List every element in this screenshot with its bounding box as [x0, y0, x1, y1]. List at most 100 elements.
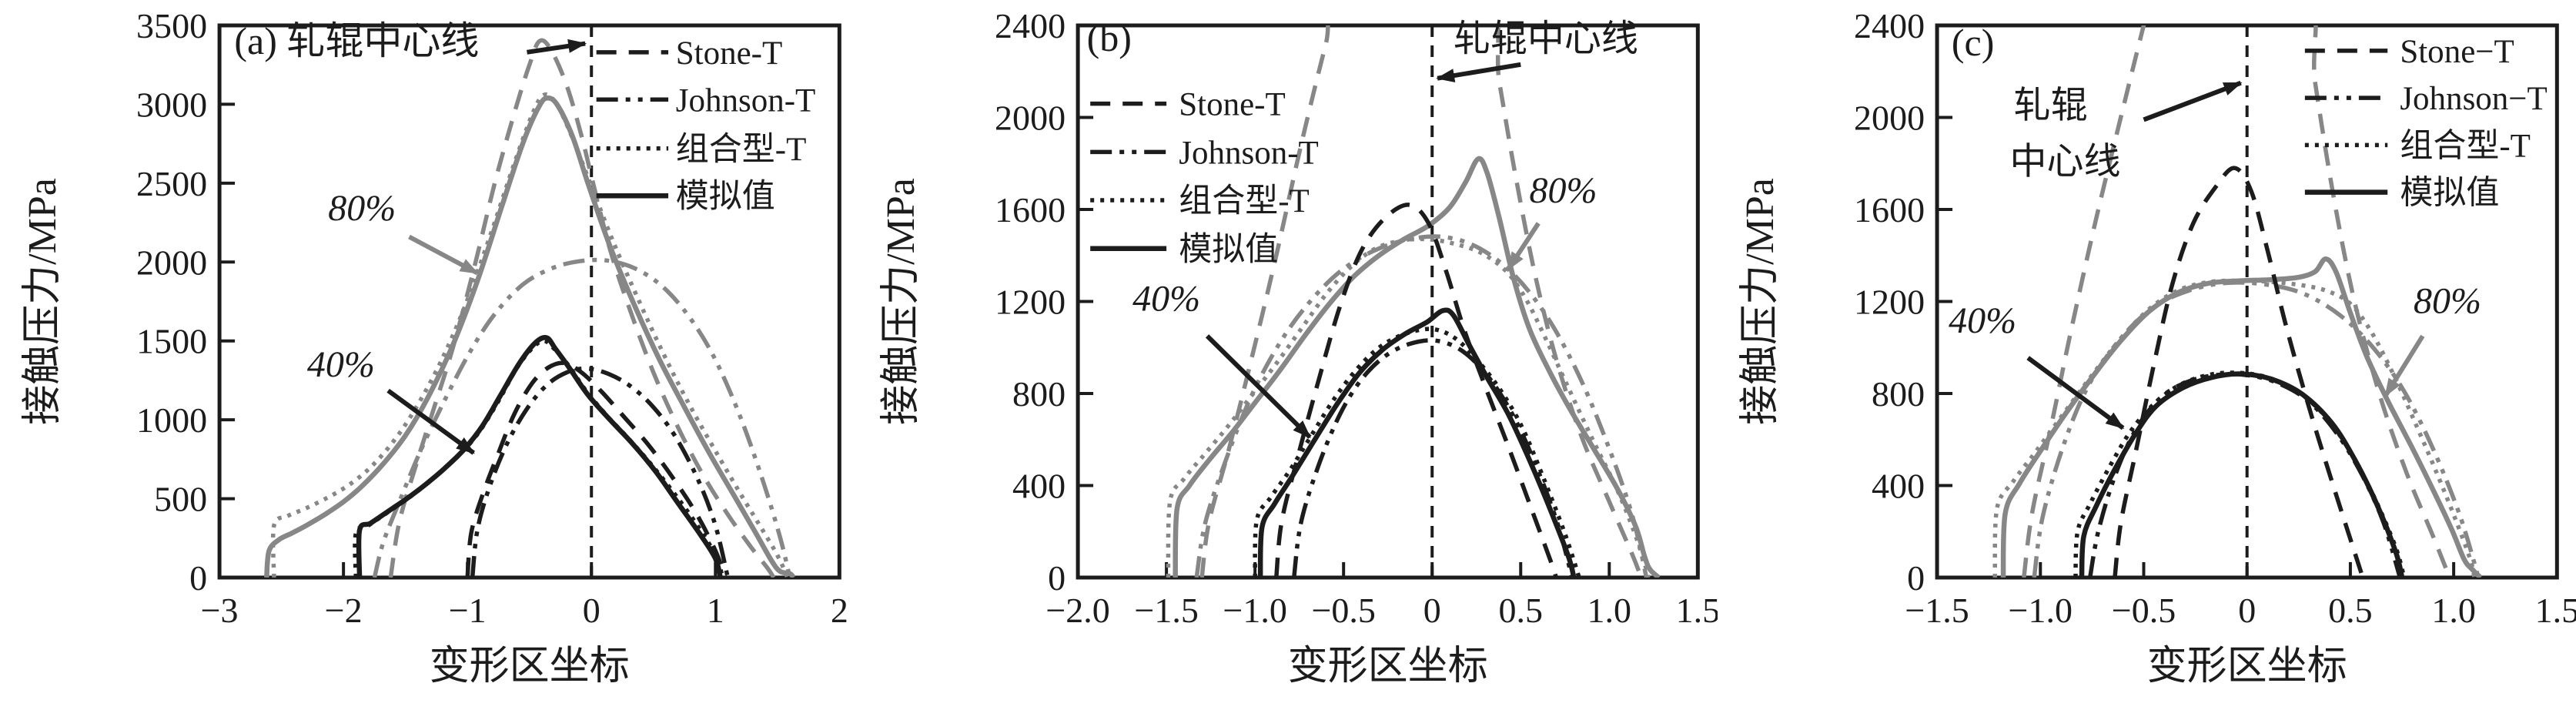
x-tick-label: −1.0 [2008, 591, 2072, 630]
legend-label: Stone-T [1179, 87, 1286, 123]
y-tick-label: 1600 [995, 190, 1066, 229]
pct-40-arrow [386, 388, 475, 455]
series-stone40 [465, 360, 728, 578]
plot-box [217, 23, 841, 580]
panel-b-chart: 0 400 800 1200 1600 2000 2400 −2.0 −1.5 −1.0 −0.5 0… [879, 6, 1718, 688]
y-tick-label: 500 [154, 480, 207, 519]
x-tick-label: −1.0 [1223, 591, 1287, 630]
x-tick-label: −0.5 [2111, 591, 2175, 630]
x-tick-label: −2.0 [1046, 591, 1110, 630]
x-tick-label: 1.5 [2534, 591, 2576, 630]
panel-a-chart: 0 500 1000 1500 2000 2500 3000 3500 −3 −2 −1 0 1 2 变形区… [21, 6, 848, 688]
legend-label: 模拟值 [2400, 176, 2499, 212]
pct-80-arrow [1506, 222, 1541, 271]
x-tick-label: −1.5 [1135, 591, 1199, 630]
series-combo40 [2073, 370, 2406, 578]
series-stone40 [2112, 166, 2365, 578]
panel-c-chart: 0 400 800 1200 1600 2000 2400 −1.5 −1.0 −0.5 0 0.5 1… [1738, 6, 2576, 688]
legend-label: 组合型-T [676, 132, 807, 168]
series-johnson80 [1194, 234, 1649, 578]
y-tick-label: 0 [1048, 558, 1066, 598]
series-combo80 [270, 92, 790, 578]
y-tick-label: 1200 [995, 283, 1066, 322]
y-axis-title: 接触压力/MPa [21, 178, 65, 425]
y-tick-label: 400 [1012, 467, 1066, 506]
series-sim80 [264, 95, 796, 578]
series-stone80 [388, 38, 776, 578]
legend-label: 模拟值 [1179, 232, 1279, 268]
pct-40-label: 40% [1949, 300, 2016, 341]
series-johnson40 [1292, 338, 1574, 578]
pct-80-arrow [2383, 334, 2425, 397]
y-tick-label: 2000 [995, 99, 1066, 138]
y-tick-label: 1200 [1854, 283, 1925, 322]
x-tick-label: 0 [583, 591, 601, 630]
center-line-label-2: 中心线 [2009, 142, 2120, 183]
y-tick-label: 3000 [136, 85, 207, 124]
pct-40-label: 40% [1132, 278, 1200, 319]
series-johnson80 [2032, 280, 2481, 578]
x-tick-label: −0.5 [1312, 591, 1376, 630]
x-tick-label: 0.5 [1499, 591, 1544, 630]
y-tick-label: 0 [189, 558, 207, 598]
legend-label: Johnson-T [1179, 135, 1320, 171]
y-tick-label: 3500 [136, 6, 207, 45]
center-line-label: 轧辊中心线 [1454, 18, 1638, 59]
legend-label: Johnson-T [676, 82, 816, 119]
pct-80-label: 80% [328, 188, 396, 229]
y-tick-label: 1600 [1854, 190, 1925, 229]
y-tick-label: 1500 [136, 322, 207, 361]
y-tick-label: 1000 [136, 400, 207, 440]
series-johnson40 [2087, 372, 2402, 578]
y-tick-label: 800 [1012, 374, 1066, 414]
series-combo80 [1992, 278, 2477, 578]
legend-label: 模拟值 [676, 179, 775, 215]
x-tick-label: 0 [1423, 591, 1441, 630]
y-tick-label: 0 [1907, 558, 1925, 598]
center-line-arrow [1436, 62, 1522, 82]
x-tick-label: −3 [201, 591, 239, 630]
y-tick-label: 400 [1872, 467, 1925, 506]
legend-label: Stone−T [2400, 34, 2514, 70]
x-tick-label: 1.0 [1587, 591, 1632, 630]
y-tick-label: 2400 [995, 6, 1066, 45]
x-axis-title: 变形区坐标 [430, 645, 630, 688]
center-line-label-1: 轧辊 [2013, 85, 2087, 126]
x-axis-title: 变形区坐标 [1288, 645, 1488, 688]
x-tick-label: 1.5 [1676, 591, 1718, 630]
series-group [1992, 25, 2482, 578]
y-axis-title: 接触压力/MPa [879, 178, 923, 425]
series-johnson40 [470, 366, 731, 578]
x-axis-title: 变形区坐标 [2146, 645, 2347, 688]
pct-80-label: 80% [2414, 280, 2481, 321]
series-sim80 [1173, 156, 1661, 578]
y-tick-label: 2000 [136, 243, 207, 282]
legend-label: 组合型-T [1179, 183, 1310, 219]
legend-label: Stone-T [676, 35, 783, 72]
pct-40-arrow [2026, 356, 2125, 430]
series-sim40 [2079, 371, 2404, 578]
legend-label: Johnson−T [2400, 81, 2548, 117]
x-tick-label: −1.5 [1905, 591, 1969, 630]
x-tick-label: 1.0 [2431, 591, 2476, 630]
series-sim80 [2000, 256, 2482, 578]
x-tick-label: 0.5 [2328, 591, 2373, 630]
x-tick-label: 1 [707, 591, 724, 630]
center-line-arrow [2143, 80, 2243, 122]
x-tick-label: −1 [449, 591, 487, 630]
y-tick-label: 2400 [1854, 6, 1925, 45]
y-axis-title: 接触压力/MPa [1738, 178, 1782, 425]
panel-title: (b) [1087, 16, 1132, 59]
y-tick-label: 2500 [136, 164, 207, 203]
panel-title: (c) [1952, 21, 1995, 64]
pct-40-label: 40% [307, 344, 375, 385]
y-tick-label: 2000 [1854, 99, 1925, 138]
pct-40-arrow [1206, 334, 1312, 439]
series-combo80 [1166, 236, 1651, 578]
series-johnson80 [372, 257, 792, 578]
legend-label: 组合型-T [2400, 128, 2531, 164]
series-sim40 [1258, 307, 1577, 578]
y-tick-label: 800 [1872, 374, 1925, 414]
x-tick-label: −2 [325, 591, 363, 630]
